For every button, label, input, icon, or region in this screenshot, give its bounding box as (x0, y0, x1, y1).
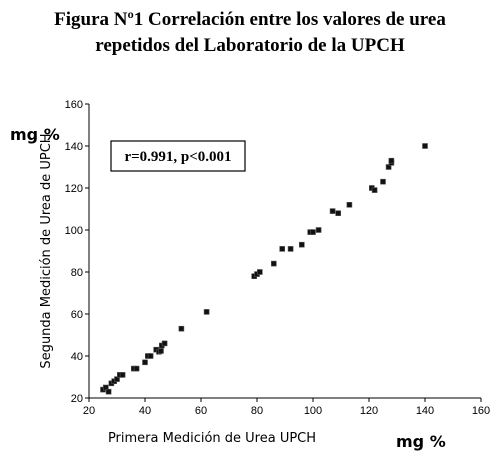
y-unit: mg % (10, 125, 60, 144)
y-tick-label: 100 (65, 225, 83, 237)
point (142, 359, 148, 366)
point (270, 260, 277, 267)
point (158, 348, 164, 354)
point (329, 208, 336, 214)
point (178, 325, 185, 332)
point (287, 246, 294, 252)
point (161, 340, 168, 347)
annotation-box (110, 140, 246, 172)
y-tick-label: 40 (71, 351, 83, 363)
y-tick-label: 120 (65, 183, 83, 195)
point (388, 157, 395, 164)
chart-title: Figura Nº1 Correlación entre los valores… (54, 9, 446, 30)
point (119, 372, 126, 378)
x-unit: mg % (396, 432, 446, 451)
point (335, 210, 342, 216)
x-tick-label: 140 (416, 405, 434, 417)
x-tick-label: 40 (139, 405, 151, 417)
point (105, 388, 112, 395)
point (114, 376, 120, 382)
point (310, 229, 316, 235)
point (315, 227, 322, 233)
chart-title: repetidos del Laboratorio de la UPCH (95, 35, 405, 56)
point (133, 365, 140, 372)
point (298, 241, 305, 248)
y-tick-label: 140 (65, 141, 83, 153)
x-tick-label: 120 (360, 405, 378, 417)
point (147, 353, 154, 359)
point (279, 246, 286, 252)
y-tick-label: 80 (71, 267, 83, 279)
x-axis-label: Primera Medición de Urea UPCH (108, 431, 316, 446)
point (422, 143, 428, 149)
point (380, 178, 386, 185)
x-tick-label: 100 (304, 405, 322, 417)
point (371, 187, 378, 193)
x-tick-label: 80 (251, 405, 263, 417)
x-tick-label: 160 (472, 405, 490, 417)
y-tick-label: 60 (71, 309, 83, 321)
point (203, 309, 210, 315)
point (346, 202, 353, 208)
y-tick-label: 20 (71, 393, 83, 405)
annotation: r=0.991, p<0.001 (124, 149, 231, 165)
x-tick-label: 60 (195, 405, 207, 417)
point (256, 269, 263, 275)
y-axis-label: Segunda Medición de Urea de UPCH (39, 133, 54, 368)
x-tick-label: 20 (83, 405, 95, 417)
y-tick-label: 160 (65, 99, 83, 111)
